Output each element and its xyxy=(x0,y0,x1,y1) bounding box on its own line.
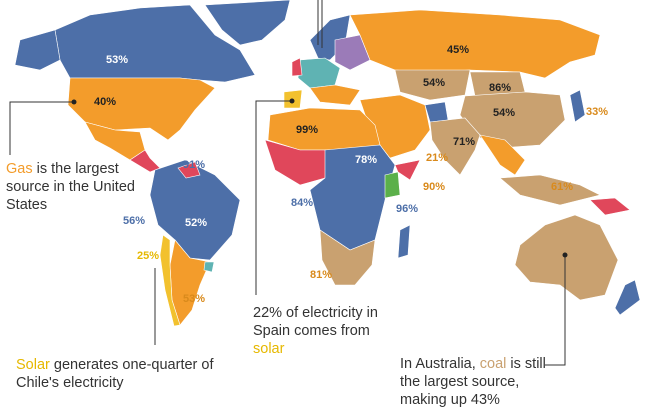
country-label: 61% xyxy=(551,181,573,193)
country-label: 91% xyxy=(183,159,205,171)
annotation-text: In Australia, xyxy=(400,356,480,372)
annotation: Solar generates one-quarter of Chile's e… xyxy=(16,356,236,392)
leader-line xyxy=(255,100,292,295)
country-label: 53% xyxy=(106,54,128,66)
north-africa xyxy=(267,107,381,151)
annotation: 22% of electricity in Spain comes from s… xyxy=(253,304,393,358)
country-label: 96% xyxy=(396,203,418,215)
leader-dot xyxy=(562,252,568,258)
madagascar xyxy=(397,224,411,259)
annotation-text: 22% of electricity in Spain comes from xyxy=(253,305,378,339)
central-america xyxy=(129,149,161,173)
uruguay xyxy=(203,261,215,273)
greenland xyxy=(204,0,291,46)
india xyxy=(429,117,481,176)
png xyxy=(589,197,631,216)
country-label: 52% xyxy=(185,217,207,229)
country-label: 21% xyxy=(426,152,448,164)
kazakhstan xyxy=(394,69,471,101)
country-label: 54% xyxy=(423,77,445,89)
new-zealand xyxy=(614,279,641,316)
labels: 53% 40% 45% 54% 86% 54% 33% 71% 21% 90% 61% 99% 78% 8… xyxy=(94,44,608,305)
russia xyxy=(349,9,601,79)
country-label: 54% xyxy=(493,107,515,119)
country-label: 84% xyxy=(291,197,313,209)
australia xyxy=(514,214,619,301)
indonesia xyxy=(499,174,601,206)
horn-africa xyxy=(394,159,421,181)
uk xyxy=(291,57,303,77)
country-label: 40% xyxy=(94,96,116,108)
country-label: 99% xyxy=(296,124,318,136)
venezuela xyxy=(177,161,201,179)
afghanistan xyxy=(424,101,449,123)
country-label: 78% xyxy=(355,154,377,166)
south-africa xyxy=(319,229,376,286)
alaska xyxy=(14,29,61,71)
europe-central xyxy=(297,57,341,89)
country-label: 56% xyxy=(123,215,145,227)
country-label: 71% xyxy=(453,136,475,148)
leader-line xyxy=(545,255,566,366)
kenya xyxy=(384,171,401,199)
south-america-north xyxy=(149,159,241,261)
country-label: 33% xyxy=(586,106,608,118)
korea-japan xyxy=(569,89,586,123)
leader-line xyxy=(9,101,74,155)
annotation: Gas is the largest source in the United … xyxy=(6,160,136,214)
europe-east xyxy=(334,34,371,71)
annotation-text: is still the largest source, making up 4… xyxy=(400,356,546,408)
highlight: coal xyxy=(479,356,507,372)
annotation: In Australia, coal is still the largest … xyxy=(400,355,550,409)
annotation-text: is the largest source in the United Stat… xyxy=(6,161,135,213)
country-label: 86% xyxy=(489,82,511,94)
country-label: 81% xyxy=(310,269,332,281)
country-label: 53% xyxy=(183,293,205,305)
highlight: solar xyxy=(253,341,285,357)
country-label: 25% xyxy=(137,250,159,262)
usa xyxy=(67,77,216,141)
annotation-text: generates one-quarter of Chile's electri… xyxy=(16,357,214,391)
europe-south xyxy=(309,84,361,106)
chile xyxy=(159,234,181,327)
leader-dot xyxy=(289,98,295,104)
highlight: Solar xyxy=(16,357,50,373)
leader-dot xyxy=(71,99,77,105)
country-label: 45% xyxy=(447,44,469,56)
southeast-asia xyxy=(479,134,526,176)
country-label: 90% xyxy=(423,181,445,193)
highlight: Gas xyxy=(6,161,33,177)
